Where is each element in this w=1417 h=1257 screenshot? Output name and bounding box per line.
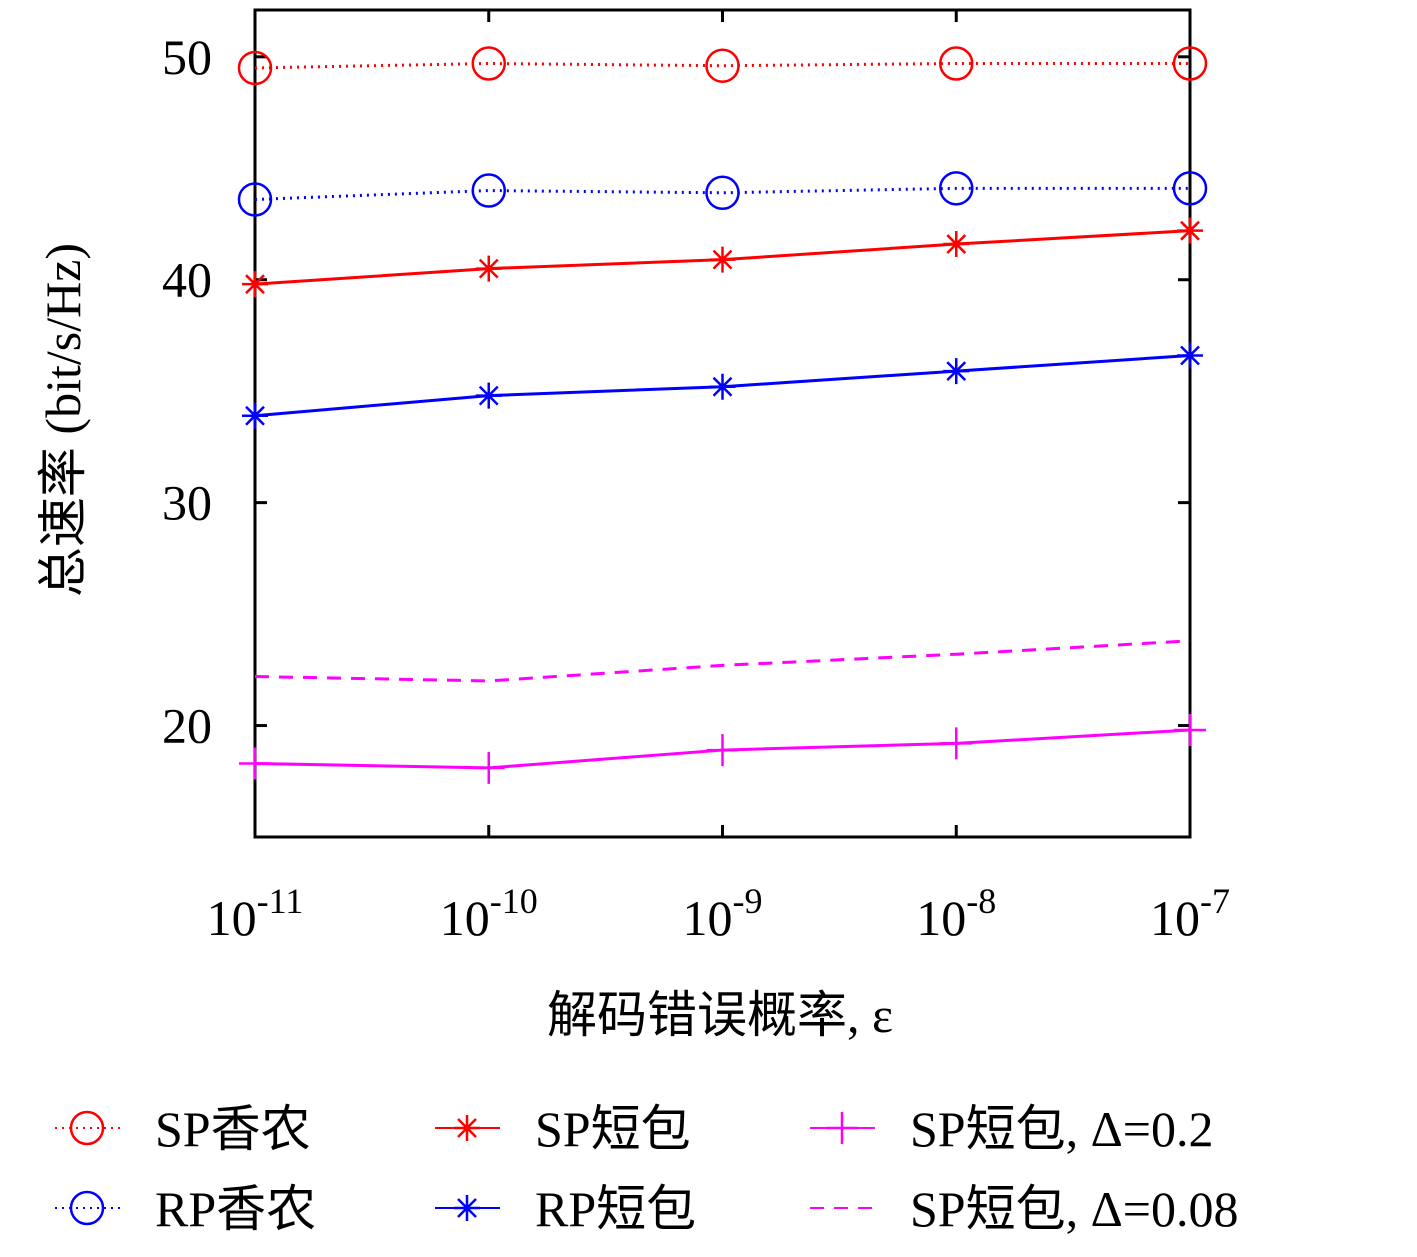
legend-label: RP香农 — [155, 1181, 316, 1237]
marker — [1172, 46, 1208, 81]
series — [237, 46, 1208, 86]
marker — [709, 373, 736, 400]
marker — [706, 734, 739, 767]
marker — [237, 50, 273, 86]
marker — [709, 246, 736, 273]
legend-label: SP短包 — [535, 1101, 691, 1157]
marker — [237, 182, 273, 217]
marker — [475, 382, 502, 409]
marker — [471, 173, 506, 208]
x-tick-label: 10-8 — [916, 881, 996, 946]
x-tick-label: 10-7 — [1150, 881, 1230, 946]
plot-frame — [253, 8, 1192, 839]
marker — [1174, 714, 1206, 747]
marker — [1177, 217, 1203, 244]
x-tick-label: 10-10 — [440, 881, 538, 946]
series — [237, 171, 1208, 217]
marker — [471, 46, 506, 81]
marker — [454, 1195, 480, 1221]
marker — [454, 1115, 480, 1141]
series-line — [254, 639, 1191, 683]
marker — [1172, 171, 1208, 206]
legend-label: SP短包, Δ=0.08 — [910, 1181, 1238, 1237]
y-axis-label: 总速率 (bit/s/Hz) — [35, 243, 91, 597]
series-line — [254, 61, 1190, 70]
x-tick-label: 10-11 — [207, 881, 304, 946]
marker — [705, 48, 740, 83]
marker — [705, 175, 740, 211]
marker — [943, 231, 970, 258]
marker — [943, 358, 970, 385]
y-tick-label: 30 — [162, 475, 212, 531]
marker — [472, 751, 505, 784]
series — [239, 714, 1206, 784]
x-tick-label: 10-9 — [683, 881, 763, 946]
y-tick-label: 50 — [162, 29, 212, 85]
marker — [242, 402, 268, 429]
series — [254, 639, 1191, 683]
y-tick-label: 40 — [162, 252, 212, 308]
series-line — [254, 186, 1190, 201]
series — [242, 217, 1203, 298]
series — [242, 342, 1203, 429]
marker — [69, 1110, 105, 1146]
legend-label: SP香农 — [155, 1101, 311, 1157]
marker — [242, 271, 268, 298]
marker — [1177, 342, 1203, 369]
marker — [475, 255, 502, 282]
marker — [939, 171, 974, 206]
marker — [239, 747, 271, 780]
marker — [826, 1112, 858, 1144]
marker — [69, 1190, 105, 1226]
marker — [940, 727, 973, 760]
x-axis-label: 解码错误概率, ε — [547, 987, 893, 1043]
y-tick-label: 20 — [162, 698, 212, 754]
marker — [939, 46, 974, 81]
legend-label: SP短包, Δ=0.2 — [910, 1101, 1213, 1157]
legend-label: RP短包 — [535, 1181, 696, 1237]
